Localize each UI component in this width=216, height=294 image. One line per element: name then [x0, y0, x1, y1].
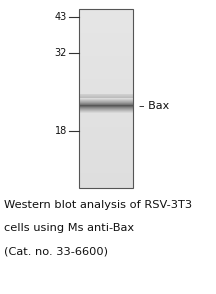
Text: – Bax: – Bax	[139, 101, 170, 111]
Text: Western blot analysis of RSV-3T3: Western blot analysis of RSV-3T3	[4, 200, 192, 210]
Text: 32: 32	[55, 48, 67, 58]
Text: cells using Ms anti-Bax: cells using Ms anti-Bax	[4, 223, 134, 233]
Text: 18: 18	[55, 126, 67, 136]
Text: 43: 43	[55, 12, 67, 22]
Bar	[79, 9, 133, 188]
Text: (Cat. no. 33-6600): (Cat. no. 33-6600)	[4, 247, 108, 257]
